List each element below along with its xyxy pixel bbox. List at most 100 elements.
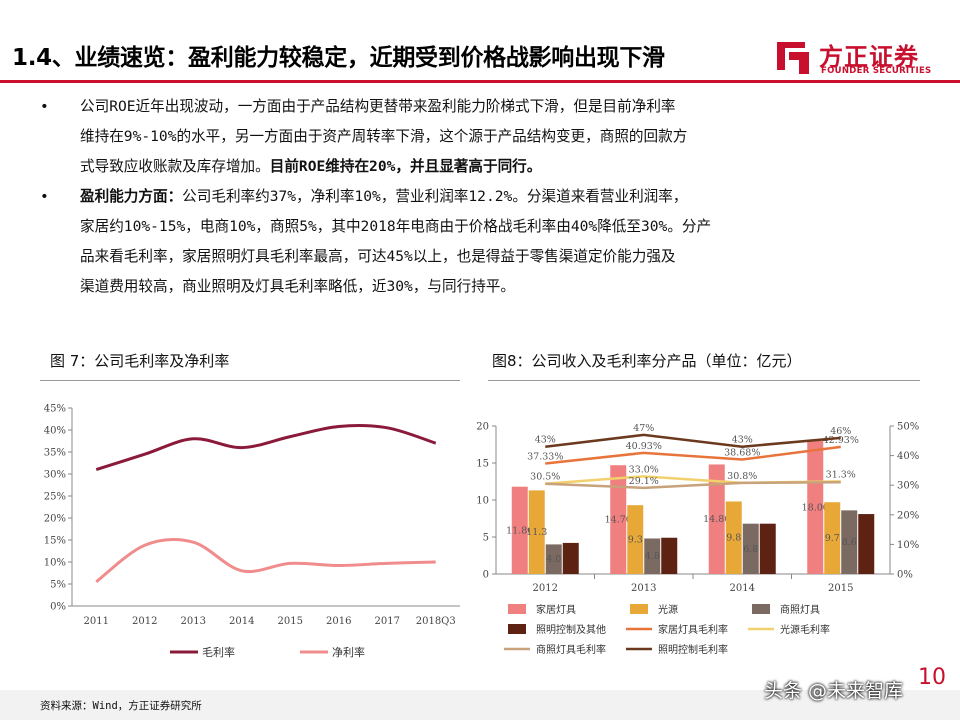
bar-2: [528, 490, 545, 574]
y-tick-label: 5%: [50, 580, 66, 591]
y-tick-label: 10: [476, 496, 489, 507]
x-tick-label: 2014: [730, 583, 755, 594]
y-tick-label: 0%: [50, 602, 66, 613]
x-tick-label: 2011: [84, 616, 109, 627]
y-tick-label: 0: [483, 570, 489, 581]
legend-label: 商照灯具毛利率: [536, 643, 606, 656]
bar-1: [807, 440, 824, 574]
legend-label: 光源: [658, 603, 678, 616]
bar-3: [742, 523, 759, 574]
legend-swatch: [508, 604, 526, 614]
bar-label: 9.3: [628, 535, 643, 546]
y2-tick-label: 50%: [897, 422, 919, 433]
bullet-line: 维持在9%-10%的水平，另一方面由于资产周转率下滑，这个源于产品结构变更，商照…: [80, 128, 688, 145]
legend-label: 家居灯具: [536, 603, 576, 616]
bullet-dot-icon: •: [40, 98, 49, 115]
bar-4: [661, 537, 678, 574]
bar-2: [627, 505, 644, 574]
bullet-dot-icon: •: [40, 188, 49, 205]
series-line-2: [95, 538, 436, 583]
y-tick-label: 40%: [44, 426, 66, 437]
y-tick-label: 20: [476, 422, 489, 433]
bullet-lead: 盈利能力方面：: [80, 188, 183, 205]
margin-label: 30.5%: [530, 472, 560, 483]
header: 1.4、业绩速览：盈利能力较稳定，近期受到价格战影响出现下滑 方正证券 FOUN…: [0, 0, 960, 83]
y-tick-label: 35%: [44, 448, 66, 459]
x-tick-label: 2014: [229, 616, 254, 627]
margin-label: 31.3%: [826, 469, 856, 480]
bar-label: 9.7: [825, 533, 840, 544]
bar-label: 4.8: [645, 551, 660, 562]
legend-label: 家居灯具毛利率: [658, 623, 728, 636]
figure-7-caption: 图 7：公司毛利率及净利率: [50, 352, 230, 370]
margin-line-3: [545, 480, 841, 490]
x-tick-label: 2013: [631, 583, 656, 594]
x-tick-label: 2018Q3: [416, 616, 456, 627]
bullet-line: 家居约10%-15%，电商10%，商照5%，其中2018年电商由于价格战毛利率由…: [80, 218, 712, 235]
bar-3: [644, 538, 661, 574]
margin-label: 29.1%: [629, 476, 659, 487]
series-line-1: [95, 424, 437, 472]
margin-label: 47%: [633, 423, 654, 434]
footer: 资料来源：Wind，方正证券研究所: [0, 690, 960, 720]
bar-4: [759, 523, 776, 574]
bar-label: 9.8: [726, 533, 741, 544]
bar-1: [511, 486, 528, 574]
header-divider: [0, 80, 960, 83]
y-tick-label: 20%: [44, 514, 66, 525]
logo-text-en: FOUNDER SECURITIES: [821, 66, 932, 76]
bar-3: [545, 544, 562, 574]
bullet-line: 盈利能力方面：公司毛利率约37%，净利率10%，营业利润率12.2%。分渠道来看…: [80, 182, 910, 212]
legend-swatch: [630, 604, 648, 614]
margin-label: 37.33%: [527, 452, 563, 463]
x-tick-label: 2015: [828, 583, 853, 594]
legend-label: 照明控制毛利率: [658, 643, 728, 656]
bar-label: 18.00: [802, 502, 829, 513]
x-tick-label: 2017: [375, 616, 400, 627]
x-tick-label: 2016: [326, 616, 351, 627]
bullet-list: • 公司ROE近年出现波动，一方面由于产品结构更替带来盈利能力阶梯式下滑，但是目…: [40, 92, 910, 302]
margin-line-chart: 0% 5% 10% 15% 20% 25% 30% 35% 40% 45% 2011 2012 2013…: [44, 404, 460, 659]
figure-8-rule: [488, 380, 920, 381]
figure-7-rule: [40, 380, 460, 381]
y-tick-label: 10%: [44, 558, 66, 569]
y-tick-label: 5: [483, 533, 489, 544]
x-tick-label: 2012: [132, 616, 157, 627]
margin-label: 30.8%: [727, 471, 757, 482]
margin-label: 46%: [830, 426, 851, 437]
margin-label: 43%: [732, 435, 753, 446]
legend-swatch: [752, 604, 770, 614]
bar-label: 14.80: [703, 514, 730, 525]
bullet-line: 品来看毛利率，家居照明灯具毛利率最高，可达45%以上，也是得益于零售渠道定价能力…: [80, 248, 676, 265]
bar-2: [824, 502, 841, 574]
legend-label: 照明控制及其他: [536, 623, 606, 636]
legend-swatch: [508, 624, 526, 634]
x-tick-label: 2012: [533, 583, 558, 594]
page-title: 1.4、业绩速览：盈利能力较稳定，近期受到价格战影响出现下滑: [12, 45, 665, 71]
page-number: 10: [918, 665, 946, 690]
legend-label: 净利率: [332, 645, 365, 659]
legend-label: 光源毛利率: [780, 623, 830, 636]
y2-tick-label: 30%: [897, 481, 919, 492]
bullet-line: 式导致应收账款及库存增加。目前ROE维持在20%，并且显著高于同行。: [80, 152, 910, 182]
bullet-text: 式导致应收账款及库存增加。: [80, 158, 270, 175]
margin-line-1: [545, 445, 841, 465]
legend-label: 毛利率: [202, 645, 235, 659]
bullet-line: 公司ROE近年出现波动，一方面由于产品结构更替带来盈利能力阶梯式下滑，但是目前净…: [80, 98, 676, 115]
logo-mark-icon: [777, 42, 809, 74]
y2-tick-label: 20%: [897, 510, 919, 521]
source-note: 资料来源：Wind，方正证券研究所: [40, 700, 202, 712]
margin-label: 43%: [535, 435, 556, 446]
bullet-item-profitability: • 盈利能力方面：公司毛利率约37%，净利率10%，营业利润率12.2%。分渠道…: [40, 182, 910, 302]
y-tick-label: 15%: [44, 536, 66, 547]
bar-label: 6.8: [743, 544, 758, 555]
margin-label: 40.93%: [626, 441, 662, 452]
y2-tick-label: 40%: [897, 451, 919, 462]
margin-label: 33.0%: [629, 464, 659, 475]
margin-label: 42.93%: [823, 435, 859, 446]
bar-1: [708, 464, 725, 574]
y-tick-label: 30%: [44, 470, 66, 481]
revenue-margin-chart: 0 5 10 15 20 0% 10% 20% 30% 40% 50% 2012 2013 2014 201…: [476, 422, 919, 657]
bullet-text: 公司毛利率约37%，净利率10%，营业利润率12.2%。分渠道来看营业利润率，: [182, 188, 688, 205]
x-tick-label: 2015: [278, 616, 303, 627]
